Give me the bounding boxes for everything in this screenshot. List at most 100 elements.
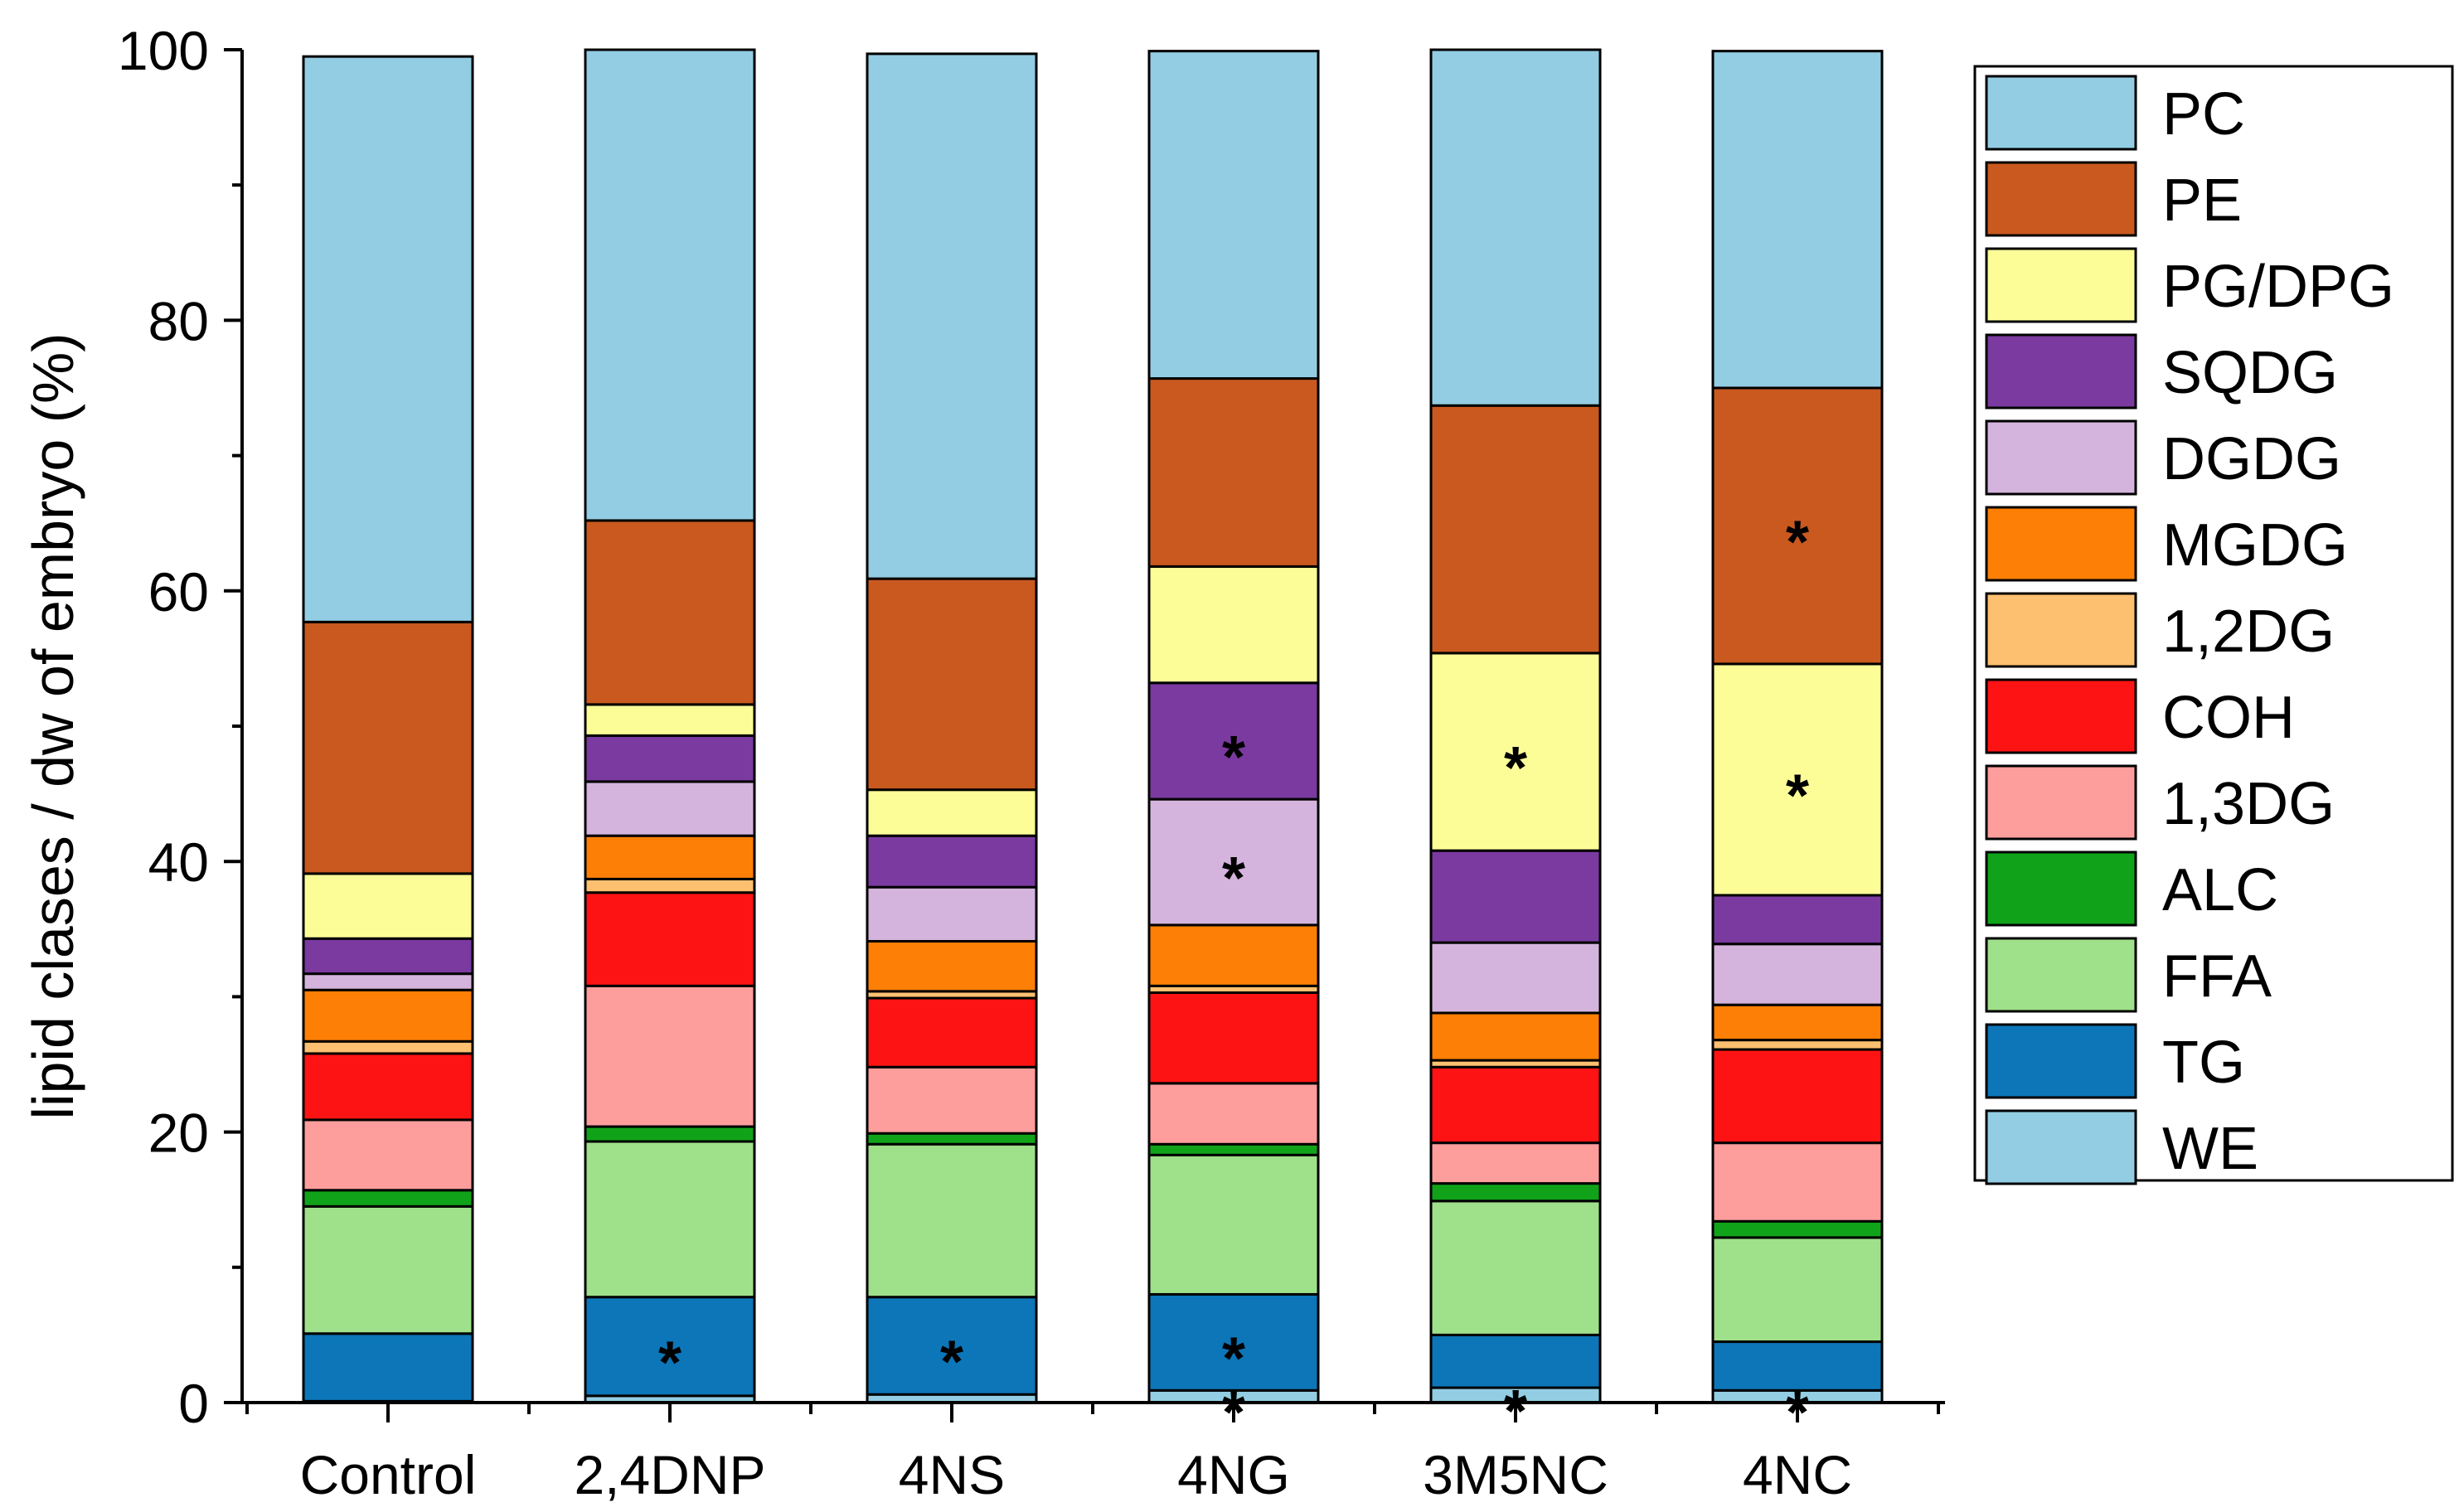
bar-segment-mgdg-4ng [1147, 923, 1320, 987]
bar-segment-ffa-4ng [1147, 1153, 1320, 1296]
legend-label: 1,3DG [2162, 771, 2335, 837]
bar-segment-pc-4nc [1711, 50, 1884, 390]
bar-segment-alc-4nc [1711, 1219, 1884, 1239]
bar-segment-ffa-2-4dnp [584, 1140, 756, 1299]
bar-segment-sqdg-4ng [1147, 681, 1320, 801]
bar-stack-4nc: *** [1711, 50, 1884, 1447]
bars-layer: *********** [302, 48, 1884, 1447]
bar-segment-alc-4ng [1147, 1142, 1320, 1156]
bar-segment-pg-dpg-2-4dnp [584, 703, 756, 737]
bar-segment-tg-4nc [1711, 1340, 1884, 1392]
bar-segment-ffa-4nc [1711, 1236, 1884, 1344]
bar-segment-1-3dg-4ng [1147, 1082, 1320, 1146]
bar-segment-pc-4ng [1147, 50, 1320, 380]
legend-label: ALC [2162, 857, 2278, 923]
legend-label: TG [2162, 1030, 2245, 1096]
bar-segment-coh-4nc [1711, 1048, 1884, 1145]
bar-segment-1-3dg-3m5nc [1429, 1141, 1602, 1185]
bar-segment-pc-4ns [866, 52, 1038, 580]
bar-stack-control [302, 55, 474, 1404]
bar-segment-pe-4nc [1711, 386, 1884, 666]
bar-segment-pg-dpg-4nc [1711, 662, 1884, 897]
significance-star: * [1222, 724, 1245, 791]
legend-item-mgdg: MGDG [1985, 506, 2348, 582]
bar-segment-tg-4ng [1147, 1292, 1320, 1392]
bar-segment-1-2dg-control [302, 1040, 474, 1055]
bar-segment-mgdg-2-4dnp [584, 834, 756, 880]
legend-swatch [1985, 1023, 2137, 1099]
significance-star: * [1222, 846, 1245, 912]
y-tick-label: 60 [148, 561, 209, 623]
bar-segment-alc-2-4dnp [584, 1125, 756, 1143]
bar-segment-alc-3m5nc [1429, 1182, 1602, 1203]
bar-segment-tg-4ns [866, 1296, 1038, 1396]
bar-segment-mgdg-4nc [1711, 1003, 1884, 1042]
legend-label: PE [2162, 167, 2242, 234]
bar-segment-pe-control [302, 620, 474, 875]
x-tick-label-4ns: 4NS [899, 1444, 1005, 1505]
bar-segment-dgdg-2-4dnp [584, 780, 756, 837]
legend-label: FFA [2162, 943, 2272, 1010]
bar-segment-alc-control [302, 1189, 474, 1208]
legend-label: 1,2DG [2162, 598, 2335, 665]
legend-swatch [1985, 850, 2137, 927]
legend-item-pg-dpg: PG/DPG [1985, 247, 2394, 323]
bar-segment-dgdg-4nc [1711, 943, 1884, 1006]
legend-swatch [1985, 419, 2137, 496]
legend-item-we: WE [1985, 1109, 2258, 1185]
x-tick-label-4ng: 4NG [1177, 1444, 1290, 1505]
bar-segment-alc-4ns [866, 1132, 1038, 1146]
bar-segment-pc-control [302, 55, 474, 623]
bar-segment-mgdg-control [302, 988, 474, 1043]
bar-segment-ffa-3m5nc [1429, 1199, 1602, 1336]
legend-item-dgdg: DGDG [1985, 419, 2341, 496]
bar-segment-dgdg-4ns [866, 885, 1038, 943]
bar-segment-dgdg-4ng [1147, 797, 1320, 927]
bar-segment-ffa-control [302, 1204, 474, 1335]
legend-swatch [1985, 678, 2137, 754]
y-axis-title: lipid clases / dw of embryo (%) [21, 332, 85, 1119]
legend-swatch [1985, 75, 2137, 151]
bar-stack-4ns: * [866, 52, 1038, 1404]
bar-segment-pe-2-4dnp [584, 519, 756, 706]
legend-swatch [1985, 506, 2137, 582]
bar-segment-pc-3m5nc [1429, 48, 1602, 407]
bar-segment-sqdg-3m5nc [1429, 849, 1602, 944]
legend-item-pe: PE [1985, 161, 2242, 237]
bar-segment-pg-dpg-4ns [866, 788, 1038, 837]
bar-segment-pc-2-4dnp [584, 48, 756, 522]
y-tick-label: 20 [148, 1102, 209, 1164]
legend-item-1-3dg: 1,3DG [1985, 764, 2335, 841]
legend-label: MGDG [2162, 512, 2348, 579]
bar-segment-sqdg-4ns [866, 834, 1038, 889]
bar-segment-1-3dg-control [302, 1118, 474, 1192]
legend-item-coh: COH [1985, 678, 2295, 754]
bar-segment-sqdg-4nc [1711, 894, 1884, 946]
legend-item-1-2dg: 1,2DG [1985, 592, 2335, 668]
bar-segment-dgdg-control [302, 972, 474, 991]
y-tick-label: 0 [178, 1373, 209, 1434]
bar-segment-coh-4ng [1147, 991, 1320, 1085]
bar-segment-tg-control [302, 1332, 474, 1403]
legend-label: DGDG [2162, 426, 2341, 492]
legend-swatch [1985, 1109, 2137, 1185]
legend-label: COH [2162, 685, 2295, 751]
bar-segment-dgdg-3m5nc [1429, 941, 1602, 1015]
x-tick-label-control: Control [300, 1444, 477, 1505]
bar-segment-coh-3m5nc [1429, 1065, 1602, 1145]
bar-segment-mgdg-3m5nc [1429, 1011, 1602, 1062]
bar-segment-pg-dpg-3m5nc [1429, 652, 1602, 852]
bar-stack-2-4dnp: * [584, 48, 756, 1404]
y-tick-label: 80 [148, 290, 209, 351]
legend-label: PC [2162, 81, 2245, 148]
legend-item-sqdg: SQDG [1985, 333, 2338, 410]
legend-swatch [1985, 161, 2137, 237]
bar-segment-coh-control [302, 1052, 474, 1122]
bar-segment-pe-4ns [866, 577, 1038, 792]
bar-segment-pg-dpg-control [302, 872, 474, 940]
legend-label: WE [2162, 1116, 2258, 1182]
x-tick-label-3m5nc: 3M5NC [1423, 1444, 1608, 1505]
y-tick-label: 100 [118, 20, 209, 81]
legend-label: PG/DPG [2162, 254, 2394, 320]
